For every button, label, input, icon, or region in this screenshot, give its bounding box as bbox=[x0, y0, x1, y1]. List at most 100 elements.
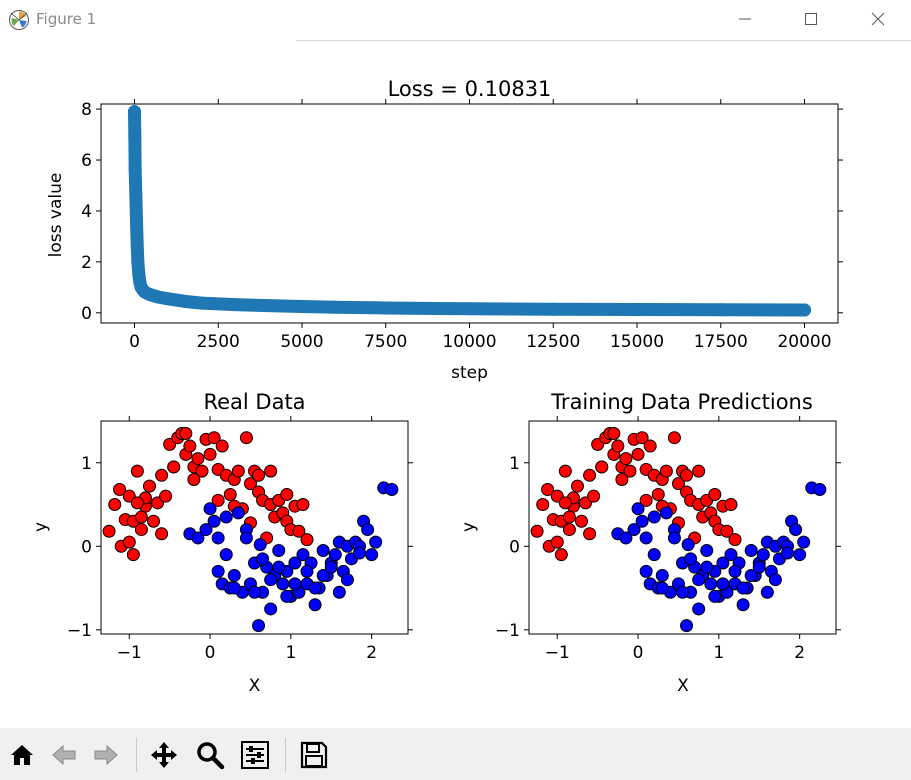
class-0-point bbox=[583, 527, 597, 541]
save-button[interactable] bbox=[297, 738, 331, 772]
class-0-point bbox=[142, 479, 156, 493]
class-1-point bbox=[288, 577, 302, 591]
class-0-point bbox=[615, 472, 629, 486]
class-1-point bbox=[684, 552, 698, 566]
minimize-icon bbox=[739, 18, 751, 20]
class-0-point bbox=[126, 548, 140, 562]
class-1-point bbox=[191, 531, 205, 545]
x-tick-label: 0 bbox=[633, 643, 644, 663]
back-button[interactable] bbox=[47, 738, 81, 772]
class-0-point bbox=[550, 535, 564, 549]
class-0-point bbox=[203, 447, 217, 461]
class-0-point bbox=[611, 439, 625, 453]
y-tick-label: 0 bbox=[509, 537, 520, 557]
class-0-point bbox=[207, 431, 221, 445]
class-0-point bbox=[264, 464, 278, 478]
class-0-point bbox=[671, 477, 685, 491]
maximize-icon bbox=[805, 13, 817, 25]
class-1-point bbox=[647, 510, 661, 524]
class-1-point bbox=[704, 577, 718, 591]
real-data-frame bbox=[100, 420, 409, 635]
class-0-point bbox=[728, 533, 742, 547]
class-0-point bbox=[554, 548, 568, 562]
class-0-point bbox=[631, 447, 645, 461]
matplotlib-icon bbox=[9, 10, 29, 30]
loss-plot-frame bbox=[100, 103, 839, 324]
x-tick-label: 0 bbox=[205, 643, 216, 663]
class-0-point bbox=[122, 535, 136, 549]
loss-plot: Loss = 0.10831 step loss value 0 2500 5000… bbox=[46, 77, 843, 383]
class-1-point bbox=[724, 548, 738, 562]
class-1-point bbox=[264, 573, 278, 587]
class-1-point bbox=[716, 556, 730, 570]
y-tick-label: 0 bbox=[81, 304, 92, 324]
loss-point bbox=[178, 294, 192, 308]
class-1-point bbox=[199, 523, 213, 537]
class-0-point bbox=[708, 488, 722, 502]
class-0-point bbox=[587, 489, 601, 503]
class-1-point bbox=[324, 560, 338, 574]
class-0-point bbox=[296, 498, 310, 512]
class-0-point bbox=[215, 439, 229, 453]
class-0-point bbox=[211, 493, 225, 507]
x-tick-label: 15000 bbox=[610, 332, 664, 352]
loss-point bbox=[161, 292, 175, 306]
class-0-point bbox=[541, 482, 555, 496]
loss-point bbox=[195, 296, 208, 310]
configure-subplots-button[interactable] bbox=[238, 738, 272, 772]
y-tick-label: 1 bbox=[509, 454, 520, 474]
class-0-point bbox=[558, 496, 572, 510]
x-tick-label: 1 bbox=[285, 643, 296, 663]
x-tick-label: 10000 bbox=[442, 332, 496, 352]
figure-svg: Loss = 0.10831 step loss value 0 2500 5000… bbox=[31, 77, 843, 696]
loss-point bbox=[128, 105, 141, 119]
class-1-point bbox=[253, 538, 267, 552]
class-1-point bbox=[328, 548, 342, 562]
class-1-point bbox=[813, 482, 827, 496]
pan-button[interactable] bbox=[147, 738, 181, 772]
predictions-xlabel: X bbox=[677, 676, 689, 696]
predictions-ylabel: y bbox=[459, 522, 479, 532]
back-icon bbox=[52, 744, 76, 766]
pan-icon bbox=[151, 742, 177, 768]
configure-subplots-icon bbox=[241, 741, 269, 769]
class-1-point bbox=[655, 581, 669, 595]
class-1-point bbox=[288, 556, 302, 570]
figure-canvas[interactable]: Loss = 0.10831 step loss value 0 2500 5000… bbox=[0, 41, 911, 728]
class-0-point bbox=[134, 510, 148, 524]
class-1-point bbox=[789, 523, 803, 537]
maximize-button[interactable] bbox=[788, 0, 834, 38]
class-1-point bbox=[280, 589, 294, 603]
toolbar-separator bbox=[136, 738, 137, 772]
loss-point bbox=[379, 301, 393, 315]
class-1-point bbox=[793, 548, 807, 562]
y-tick-label: 4 bbox=[81, 202, 92, 222]
class-0-point bbox=[724, 498, 738, 512]
minimize-button[interactable] bbox=[722, 0, 768, 38]
class-1-point bbox=[680, 619, 694, 633]
class-1-point bbox=[700, 543, 714, 557]
home-button[interactable] bbox=[5, 738, 39, 772]
class-0-point bbox=[619, 452, 633, 466]
class-1-point bbox=[219, 548, 233, 562]
close-button[interactable] bbox=[855, 0, 901, 38]
x-tick-label: 2500 bbox=[197, 332, 240, 352]
class-1-point bbox=[340, 573, 354, 587]
class-0-point bbox=[191, 452, 205, 466]
class-1-point bbox=[708, 589, 722, 603]
class-0-point bbox=[651, 488, 665, 502]
class-1-point bbox=[369, 535, 383, 549]
class-1-point bbox=[736, 581, 750, 595]
class-1-point bbox=[353, 546, 367, 560]
real-data-title: Real Data bbox=[203, 390, 305, 414]
class-0-point bbox=[659, 464, 673, 478]
class-0-point bbox=[183, 439, 197, 453]
class-1-point bbox=[252, 619, 266, 633]
class-1-point bbox=[639, 531, 653, 545]
x-tick-label: 7500 bbox=[364, 332, 407, 352]
forward-button[interactable] bbox=[89, 738, 123, 772]
x-tick-label: 20000 bbox=[777, 332, 831, 352]
close-icon bbox=[871, 12, 885, 26]
zoom-button[interactable] bbox=[193, 738, 227, 772]
y-tick-label: −1 bbox=[495, 621, 520, 641]
